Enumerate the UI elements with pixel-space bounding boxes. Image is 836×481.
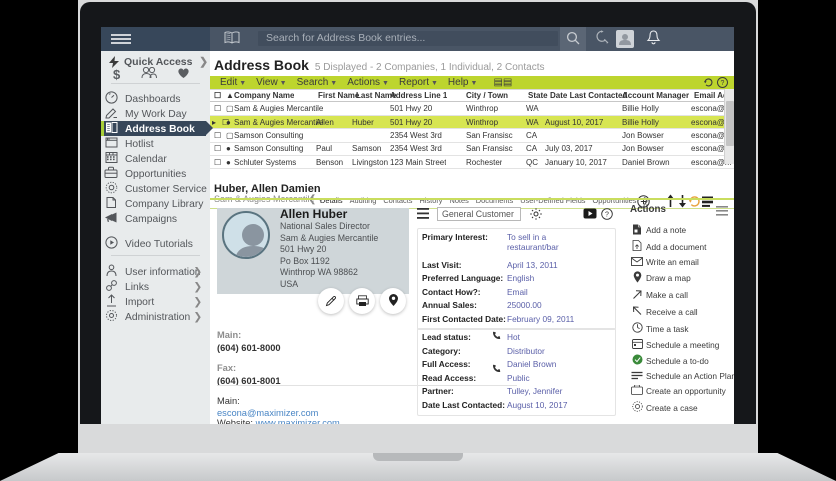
svg-text:?: ?	[721, 80, 725, 87]
svg-text:?: ?	[605, 211, 609, 218]
